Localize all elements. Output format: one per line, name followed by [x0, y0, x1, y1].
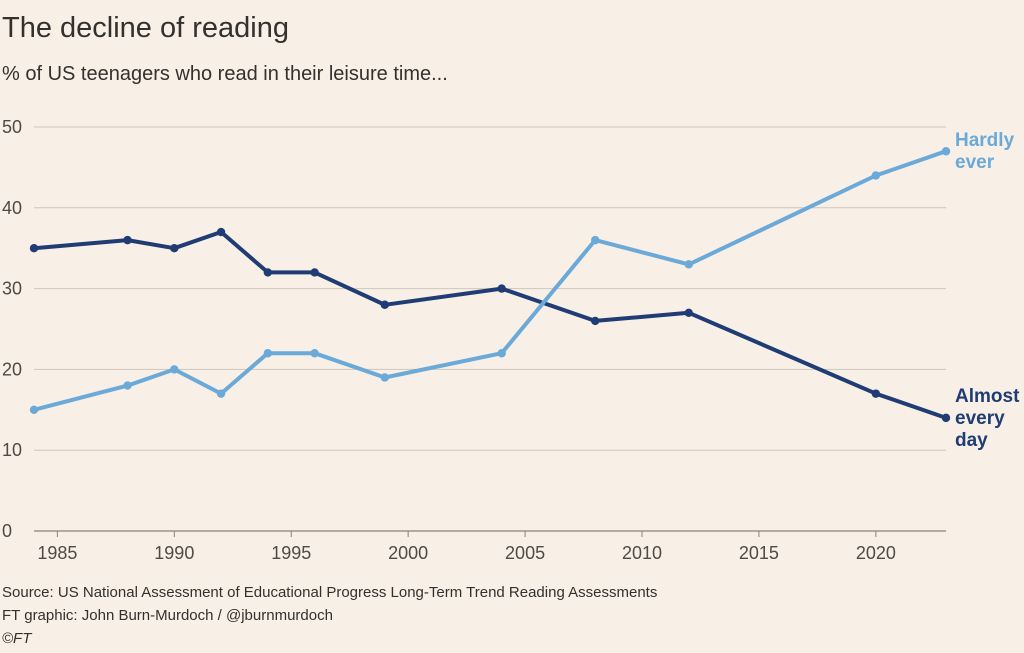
series-line-hardly-ever	[32, 149, 948, 412]
data-point-almost-every-day	[216, 227, 226, 237]
axis-layer: 0 10 20 30 40 50 1985 1990 1995 2000 2005 2010 2015 2…	[2, 117, 896, 563]
x-tick-label: 1985	[37, 543, 77, 563]
y-tick-label: 40	[2, 198, 22, 218]
x-tick-label: 2005	[505, 543, 545, 563]
data-point-hardly-ever	[263, 349, 273, 358]
data-point-hardly-ever	[380, 373, 389, 382]
chart-title: The decline of reading	[2, 12, 289, 44]
data-point-hardly-ever	[497, 349, 506, 358]
data-point-almost-every-day	[263, 268, 273, 277]
data-point-hardly-ever	[310, 349, 319, 358]
series-label-hardly-ever: Hardly	[955, 130, 1015, 151]
x-tick-label: 2015	[739, 543, 779, 563]
data-point-hardly-ever	[29, 405, 39, 414]
data-point-almost-every-day	[380, 300, 389, 309]
copyright-note: ©FT	[2, 630, 32, 647]
data-point-hardly-ever	[591, 235, 600, 245]
line-chart: 0 10 20 30 40 50 1985 1990 1995 2000 2005 2010 2015 2…	[2, 117, 1020, 563]
data-point-almost-every-day	[684, 308, 693, 318]
x-tick-label: 2020	[856, 543, 896, 563]
x-tick-label: 1995	[271, 543, 311, 563]
y-tick-label: 0	[2, 521, 12, 541]
series-label-almost-every-day: Almost	[955, 386, 1020, 407]
data-point-hardly-ever	[123, 381, 132, 390]
y-tick-label: 30	[2, 279, 22, 299]
x-tick-label: 1990	[154, 543, 194, 563]
data-point-almost-every-day	[170, 244, 179, 253]
data-point-almost-every-day	[941, 413, 951, 423]
series-label-almost-every-day: every	[955, 408, 1005, 429]
x-tick-label: 2000	[388, 543, 428, 563]
data-point-almost-every-day	[29, 244, 39, 253]
data-point-hardly-ever	[684, 260, 693, 269]
data-point-hardly-ever	[941, 147, 951, 156]
y-tick-label: 10	[2, 440, 22, 460]
chart-subtitle: % of US teenagers who read in their leis…	[2, 63, 448, 85]
series-line-almost-every-day	[32, 230, 948, 420]
data-point-almost-every-day	[497, 284, 506, 293]
data-point-hardly-ever	[170, 365, 179, 374]
data-point-hardly-ever	[216, 389, 226, 398]
data-point-almost-every-day	[310, 268, 319, 277]
credit-note: FT graphic: John Burn-Murdoch / @jburnmu…	[2, 607, 333, 624]
grid-layer	[34, 126, 946, 532]
x-tick-label: 2010	[622, 543, 662, 563]
data-point-almost-every-day	[871, 389, 881, 398]
data-point-almost-every-day	[591, 316, 600, 326]
series-label-hardly-ever: ever	[955, 152, 995, 173]
series-label-almost-every-day: day	[955, 430, 988, 451]
y-tick-label: 20	[2, 359, 22, 379]
series-layer	[29, 147, 951, 423]
y-tick-label: 50	[2, 117, 22, 137]
data-point-almost-every-day	[123, 235, 132, 245]
data-point-hardly-ever	[871, 171, 881, 180]
source-note: Source: US National Assessment of Educat…	[2, 584, 658, 601]
